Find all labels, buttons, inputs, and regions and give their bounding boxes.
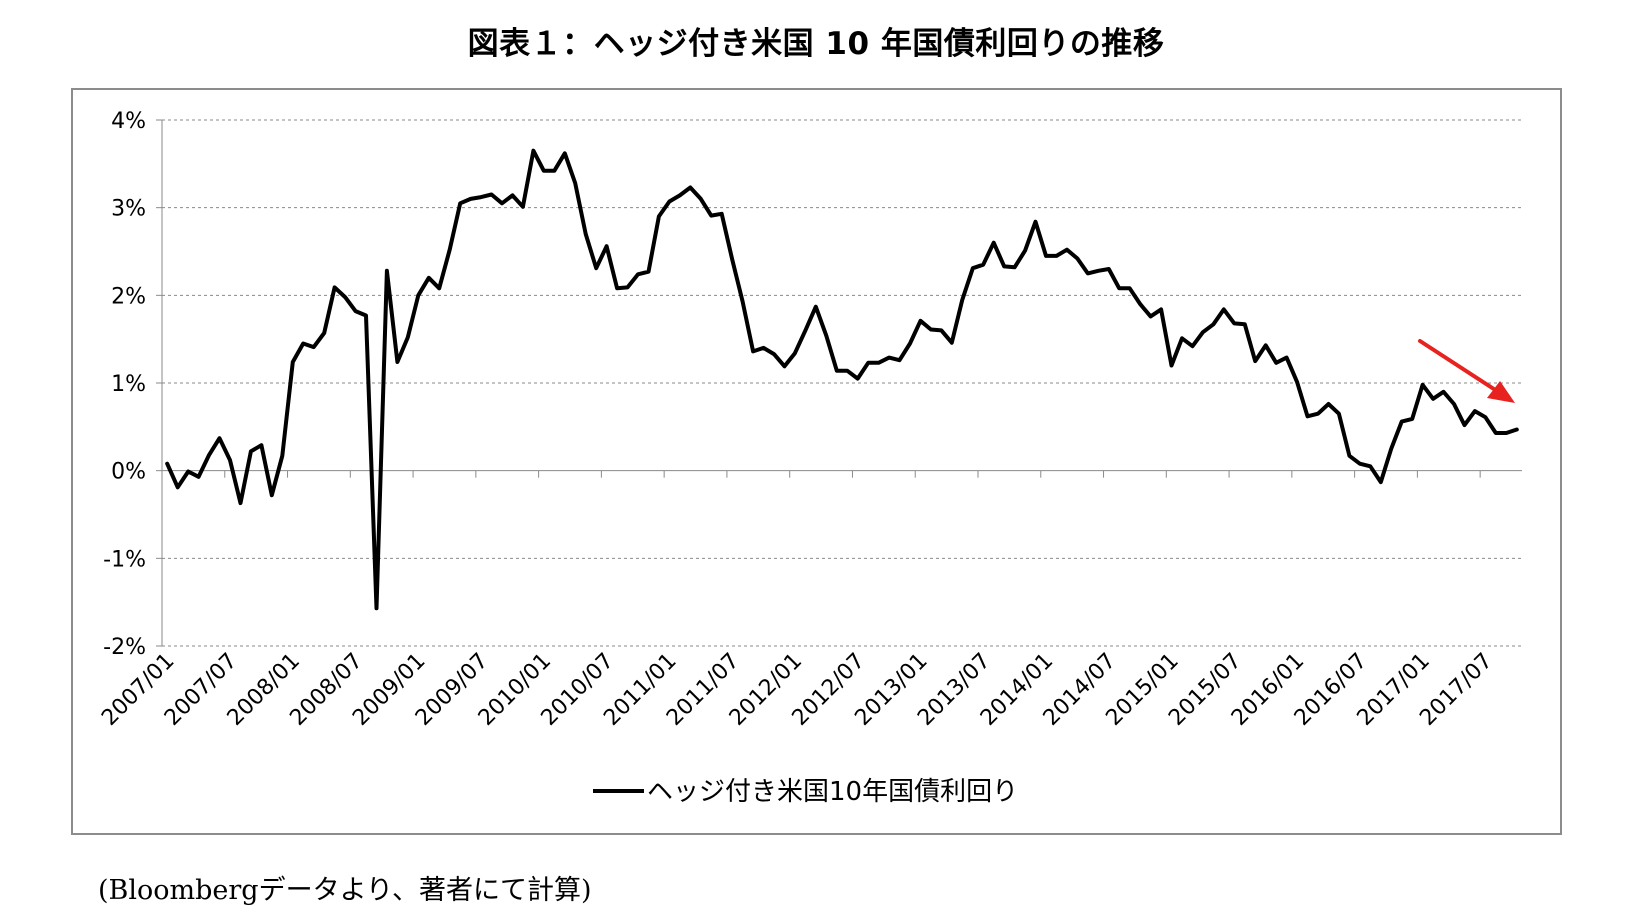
arrow-head — [1487, 381, 1515, 403]
series-line-hedged-us10y — [165, 148, 1519, 611]
source-note: (Bloombergデータより、著者にて計算) — [98, 875, 592, 906]
x-axis: 2007/012007/072008/012008/072009/012009/… — [97, 470, 1522, 731]
chart-frame — [71, 88, 1562, 835]
y-tick-label: 4% — [111, 109, 146, 134]
y-tick-label: 0% — [111, 460, 146, 485]
gridlines — [156, 119, 1522, 647]
arrow-shaft — [1418, 339, 1502, 395]
y-tick-label: -2% — [103, 635, 146, 660]
y-tick-label: 2% — [111, 284, 146, 309]
chart-title: 図表１：ヘッジ付き米国 10 年国債利回りの推移 — [467, 26, 1165, 62]
downward-trend-arrow-icon — [1418, 339, 1515, 403]
y-tick-label: 3% — [111, 197, 146, 222]
y-tick-label: 1% — [111, 372, 146, 397]
legend-label: ヘッジ付き米国10年国債利回り — [647, 777, 1018, 807]
annotation-layer — [1418, 339, 1515, 403]
legend: ヘッジ付き米国10年国債利回り — [593, 777, 1018, 807]
series-layer — [165, 148, 1519, 611]
y-tick-label: -1% — [103, 547, 146, 572]
y-axis: -2% -1% 0% 1% 2% 3% 4% — [103, 109, 163, 660]
